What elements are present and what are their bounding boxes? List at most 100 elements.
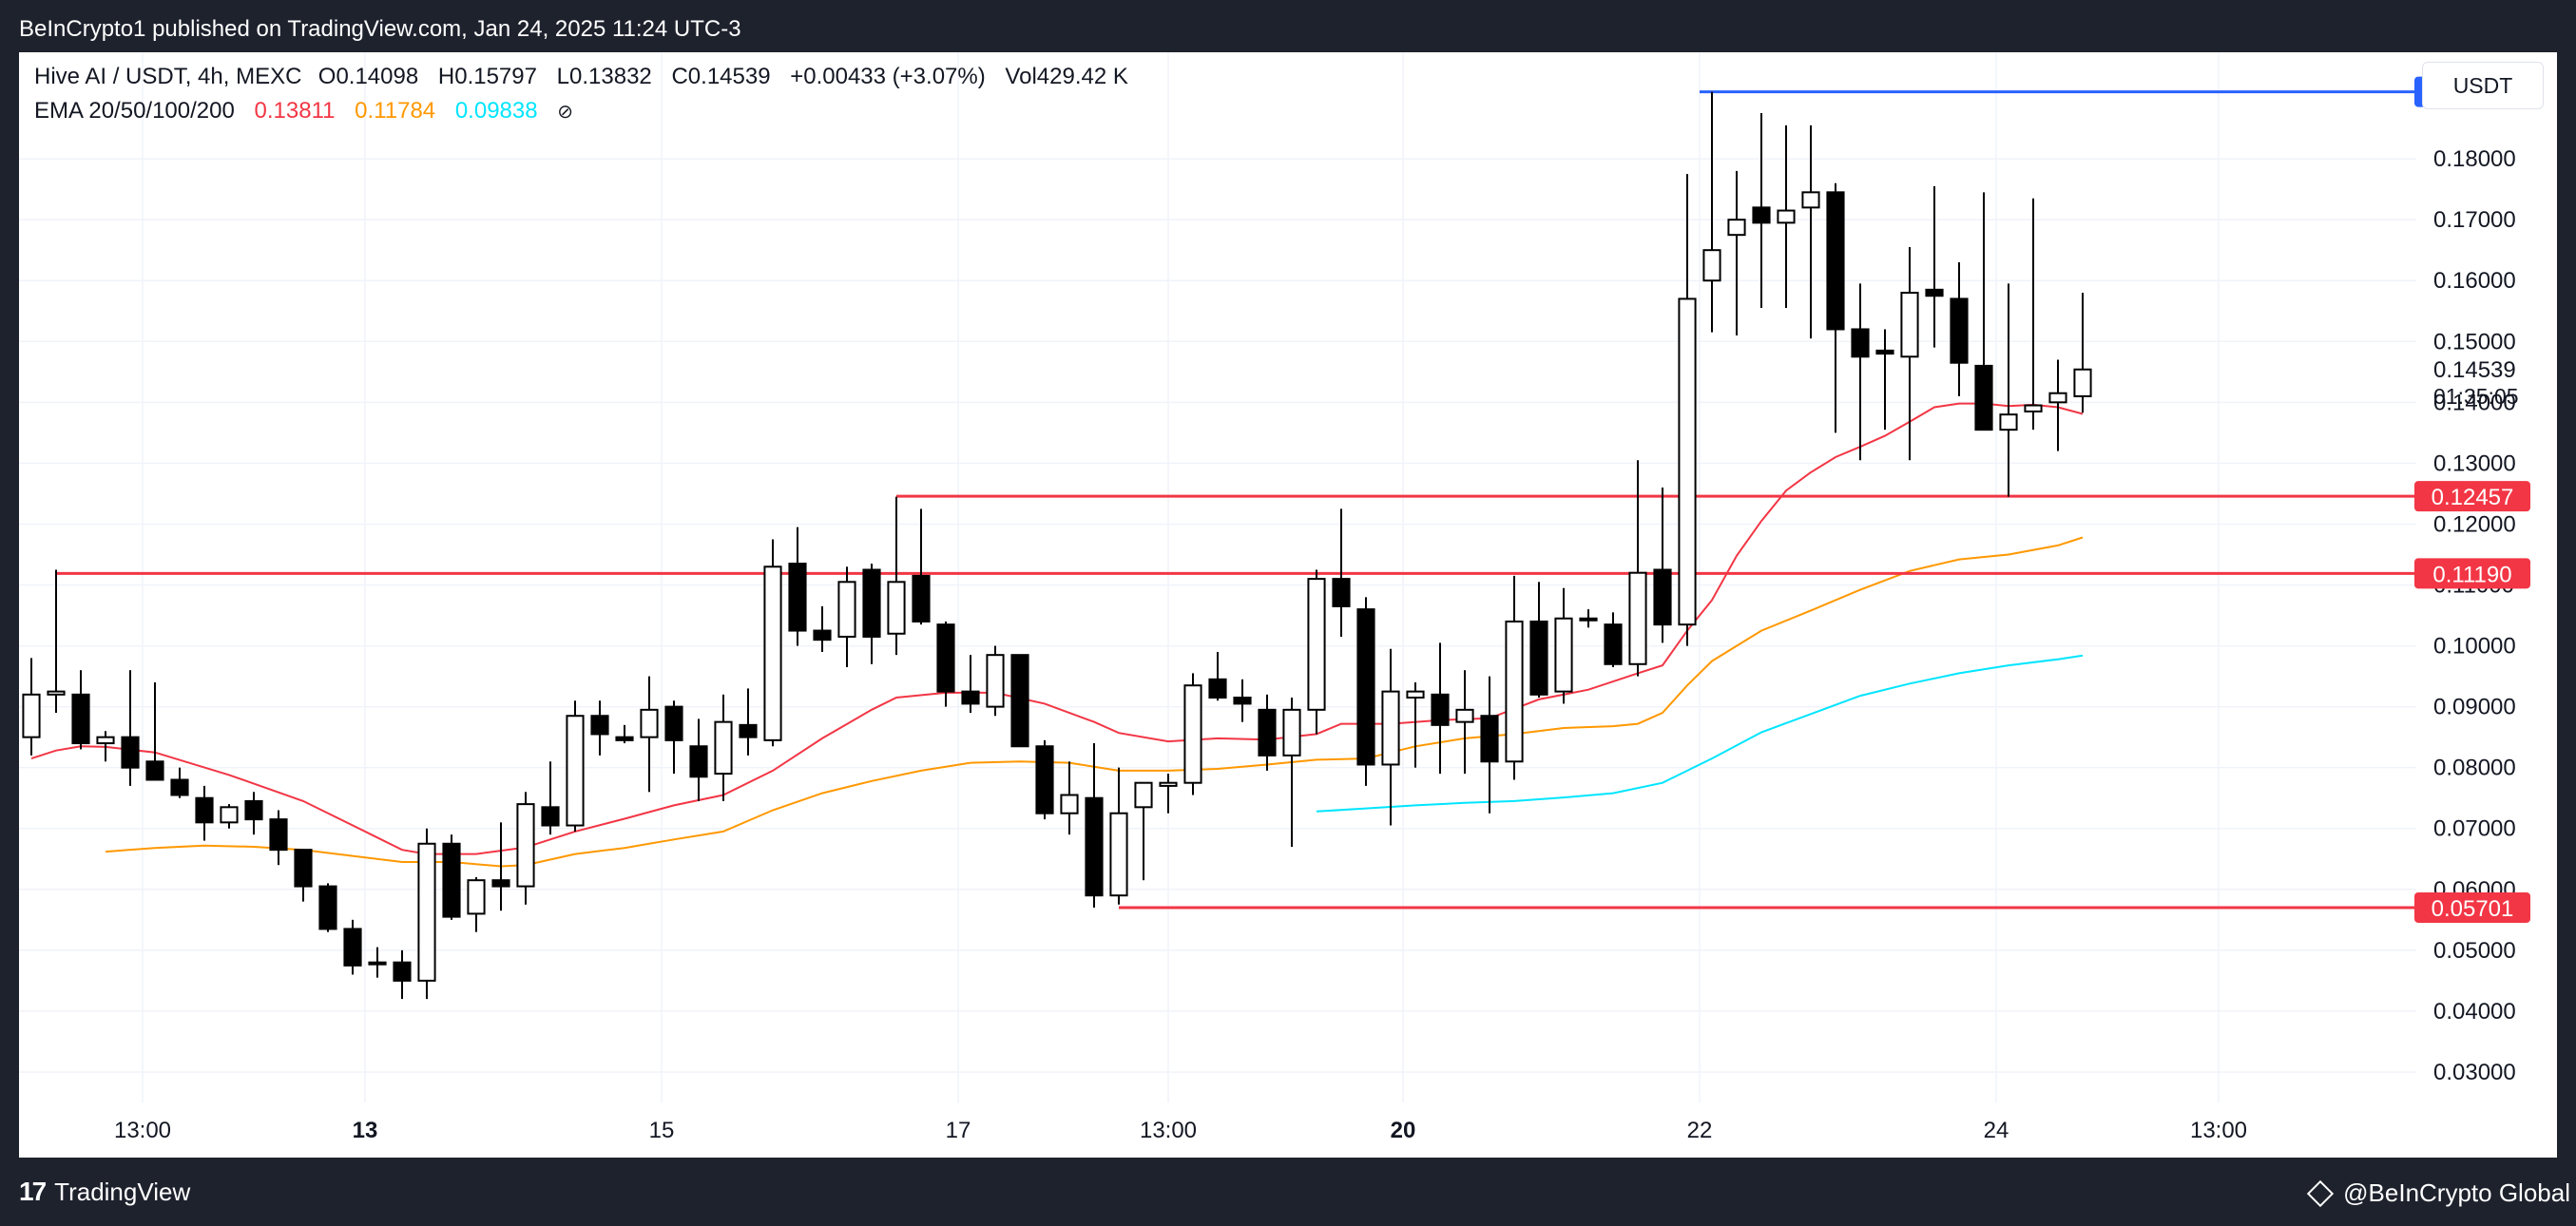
eye-off-icon[interactable]: ⊘	[557, 102, 574, 123]
candle-body	[1604, 623, 1623, 665]
candle-body	[368, 961, 387, 966]
candle-body	[1628, 571, 1647, 665]
x-tick-label: 22	[1687, 1118, 1713, 1143]
candle-body	[1035, 745, 1054, 814]
candle-body	[1356, 608, 1375, 766]
candle-body	[1505, 620, 1524, 763]
candle-body	[862, 568, 881, 638]
ema100-value: 0.09838	[454, 98, 538, 124]
x-tick-label: 20	[1391, 1118, 1416, 1143]
candle-body	[1010, 654, 1029, 748]
candle-body	[1777, 209, 1796, 224]
candle-body	[417, 842, 436, 982]
low-label: L	[556, 64, 570, 89]
candle-body	[936, 623, 955, 693]
candle-body	[664, 705, 683, 741]
change-value: +0.00433 (+3.07%)	[790, 64, 986, 89]
candle-body	[2048, 392, 2067, 404]
high-value: 0.15797	[454, 64, 537, 89]
candle-body	[1258, 708, 1277, 757]
candle-body	[1801, 191, 1820, 209]
beincrypto-brand[interactable]: @BeInCrypto Global	[2307, 1178, 2570, 1208]
candle-body	[788, 563, 807, 632]
y-tick-label: 0.04000	[2433, 999, 2516, 1025]
price-chart[interactable]: 0.030000.040000.050000.060000.070000.080…	[19, 52, 2557, 1158]
candle-body	[986, 654, 1005, 708]
y-tick-label: 0.18000	[2433, 146, 2516, 172]
candle-body	[1406, 690, 1425, 699]
level-price-tag	[2414, 481, 2530, 512]
diamond-logo-icon	[2307, 1179, 2335, 1207]
candle-body	[1702, 249, 1721, 282]
level-price-label: 0.05701	[2432, 896, 2514, 922]
tradingview-brand-text: TradingView	[54, 1177, 191, 1206]
beincrypto-brand-text: @BeInCrypto Global	[2343, 1178, 2570, 1207]
last-price-label: 0.14539	[2433, 357, 2516, 383]
open-label: O	[317, 64, 336, 89]
candle-body	[393, 961, 412, 982]
candle-body	[71, 693, 90, 745]
y-tick-label: 0.09000	[2433, 695, 2516, 720]
level-price-label: 0.11190	[2432, 562, 2511, 587]
candle-body	[1554, 617, 1573, 693]
candle-body	[2073, 368, 2092, 397]
open-value: 0.14098	[336, 64, 419, 89]
candle-body	[442, 842, 461, 918]
candle-body	[1085, 796, 1104, 897]
x-tick-label: 17	[946, 1118, 971, 1143]
y-tick-label: 0.15000	[2433, 329, 2516, 354]
candle-body	[615, 736, 634, 741]
tradingview-brand[interactable]: 17 TradingView	[19, 1177, 190, 1207]
candle-body	[343, 928, 362, 967]
currency-button[interactable]: USDT	[2422, 62, 2544, 109]
candle-body	[1752, 206, 1771, 224]
y-tick-label: 0.08000	[2433, 756, 2516, 781]
x-tick-label: 15	[649, 1118, 675, 1143]
symbol-info[interactable]: Hive AI / USDT, 4h, MEXC	[34, 64, 302, 89]
close-value: 0.14539	[687, 64, 771, 89]
x-tick-label: 13	[353, 1118, 378, 1143]
candle-body	[1999, 413, 2018, 431]
chart-frame[interactable]: 0.03000 0.04000 0.05000 0.06000 0.07000 0.080…	[19, 52, 2557, 1158]
volume-value: Vol429.42 K	[1005, 64, 1128, 89]
candle-body	[1431, 693, 1450, 726]
candle-body	[1159, 781, 1178, 787]
candle-body	[590, 715, 609, 736]
candle-body	[689, 745, 708, 778]
y-tick-label: 0.12000	[2433, 511, 2516, 537]
candle-body	[1282, 708, 1301, 757]
x-tick-label: 24	[1984, 1118, 2009, 1143]
level-price-label: 0.12457	[2432, 485, 2514, 510]
candle-body	[1579, 617, 1598, 622]
candle-body	[467, 879, 486, 915]
high-label: H	[437, 64, 455, 89]
candle-body	[961, 690, 980, 705]
candle-body	[318, 885, 337, 930]
candle-body	[912, 574, 931, 623]
candle-body	[1134, 781, 1153, 809]
ema-label[interactable]: EMA 20/50/100/200	[34, 98, 235, 124]
publisher-text: BeInCrypto1 published on TradingView.com…	[19, 16, 741, 42]
candle-body	[121, 736, 140, 769]
y-tick-label: 0.17000	[2433, 207, 2516, 233]
candle-body	[1727, 219, 1746, 237]
candle-body	[269, 818, 288, 852]
candle-body	[1455, 708, 1474, 723]
candle-body	[714, 720, 733, 776]
candle-body	[1332, 578, 1351, 607]
y-tick-label: 0.10000	[2433, 634, 2516, 660]
candle-body	[739, 723, 758, 738]
candle-body	[1875, 349, 1894, 355]
y-tick-label: 0.14000	[2433, 390, 2516, 415]
bar-countdown-label: 01:35:05	[2433, 384, 2519, 409]
candle-body	[1925, 288, 1944, 297]
candle-body	[1381, 690, 1400, 766]
candle-body	[813, 629, 832, 642]
y-tick-label: 0.13000	[2433, 450, 2516, 476]
candle-body	[1974, 364, 1993, 431]
candle-body	[1529, 620, 1548, 696]
candle-body	[1826, 191, 1845, 331]
candle-body	[1851, 328, 1870, 358]
candle-body	[220, 806, 239, 824]
tradingview-logo-icon: 17	[19, 1177, 47, 1206]
